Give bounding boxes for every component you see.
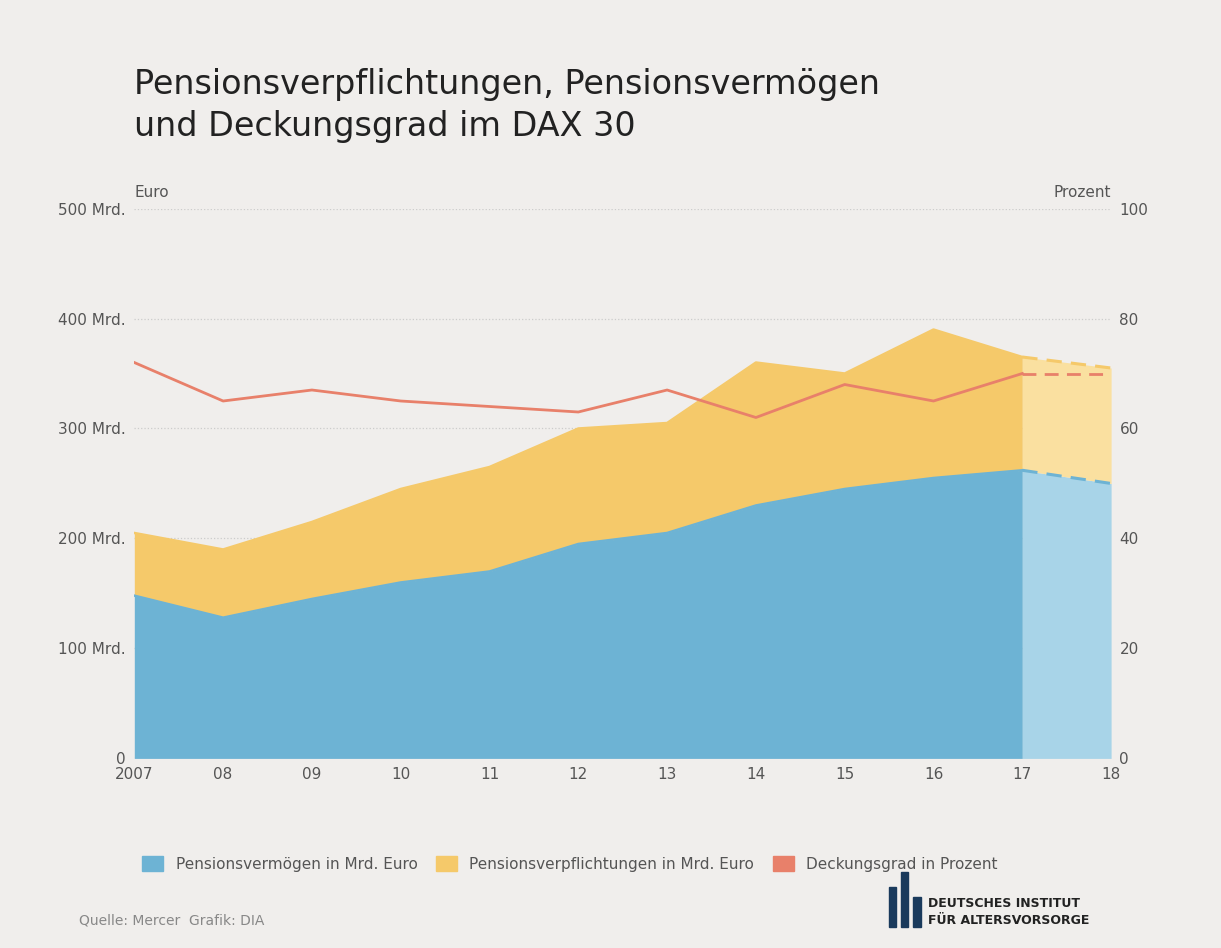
Text: Quelle: Mercer  Grafik: DIA: Quelle: Mercer Grafik: DIA <box>79 913 265 927</box>
Text: Pensionsverpflichtungen, Pensionsvermögen
und Deckungsgrad im DAX 30: Pensionsverpflichtungen, Pensionsvermöge… <box>134 68 880 143</box>
Text: Prozent: Prozent <box>1054 185 1111 200</box>
Legend: Pensionsvermögen in Mrd. Euro, Pensionsverpflichtungen in Mrd. Euro, Deckungsgra: Pensionsvermögen in Mrd. Euro, Pensionsv… <box>142 856 998 872</box>
Text: Euro: Euro <box>134 185 168 200</box>
Text: DEUTSCHES INSTITUT
FÜR ALTERSVORSORGE: DEUTSCHES INSTITUT FÜR ALTERSVORSORGE <box>928 897 1089 927</box>
